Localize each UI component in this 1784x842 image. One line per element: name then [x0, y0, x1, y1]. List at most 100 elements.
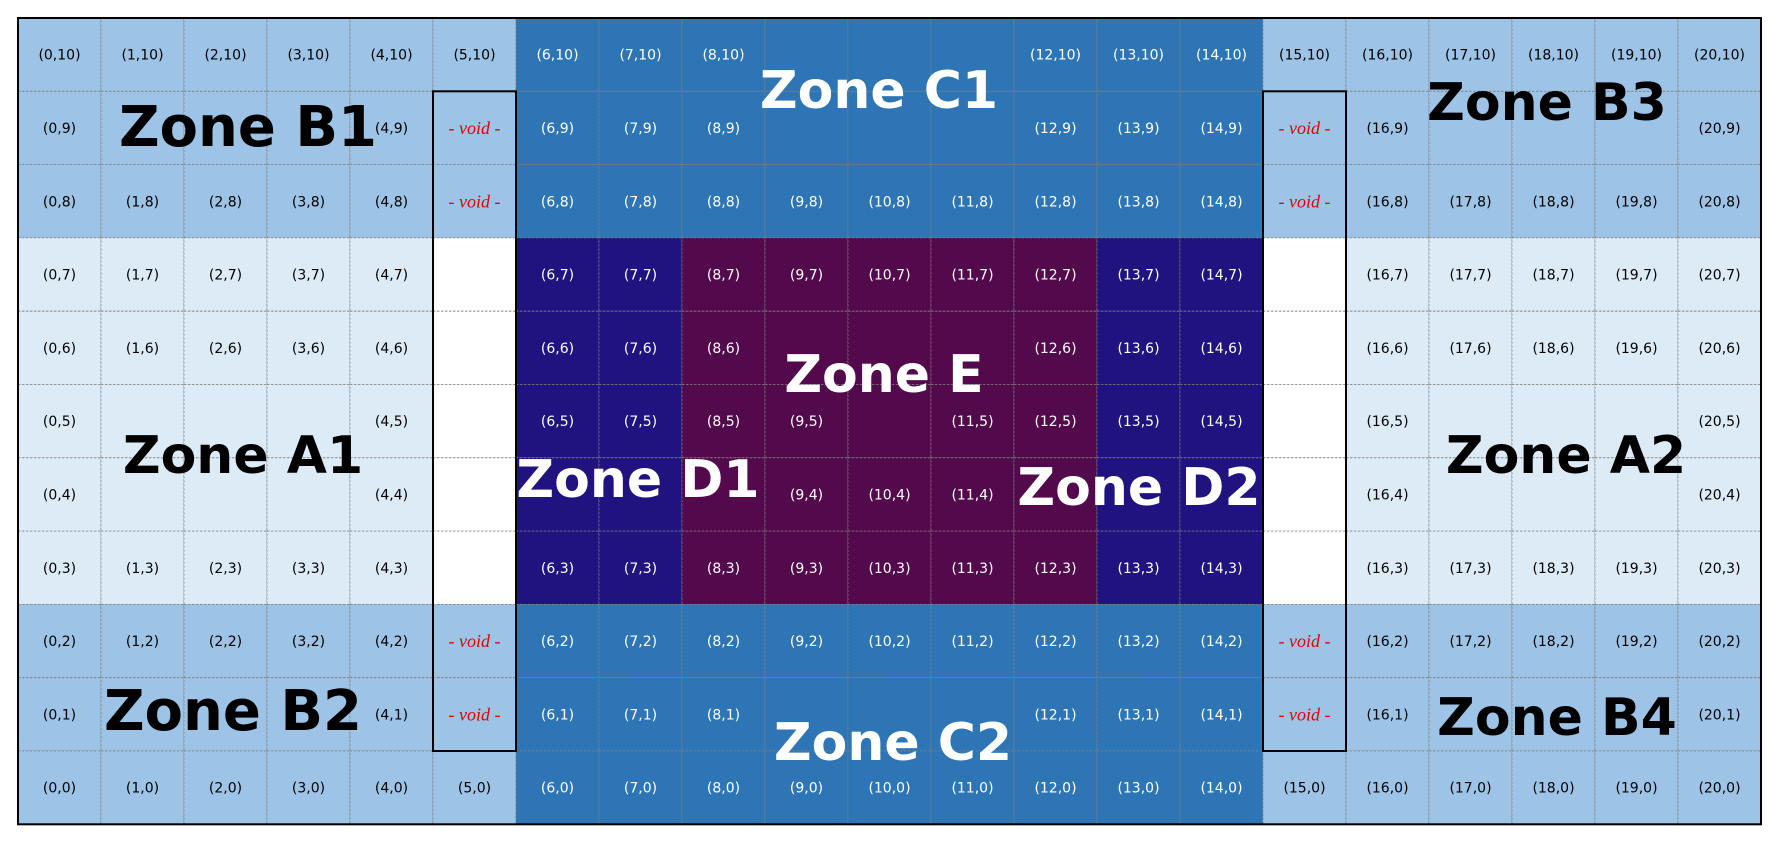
cell-coordinate-label: (20,2)	[1698, 634, 1740, 650]
cell-background	[1179, 237, 1264, 312]
grid-cell	[1428, 677, 1513, 752]
cell-coordinate-label: (1,10)	[121, 48, 163, 64]
cell-background	[1511, 310, 1596, 385]
grid-cell: - void -	[432, 604, 517, 679]
grid-cells: (0,10) (1,10) (2,10) (3,10) (4,10) (5,10) (6,1…	[17, 17, 1762, 825]
cell-coordinate-label: (7,3)	[624, 561, 657, 577]
cell-background	[681, 164, 766, 239]
cell-background	[764, 310, 849, 385]
cell-background	[266, 384, 351, 459]
grid-cell: (12,6)	[1013, 310, 1098, 385]
cell-coordinate-label: (20,8)	[1698, 194, 1740, 210]
cell-coordinate-label: (4,10)	[370, 48, 412, 64]
cell-coordinate-label: (14,8)	[1200, 194, 1242, 210]
cell-background	[1179, 457, 1264, 532]
grid-cell	[847, 90, 932, 166]
cell-background	[1013, 457, 1098, 532]
grid-cell: (18,8)	[1511, 164, 1596, 239]
cell-background	[1428, 750, 1513, 825]
cell-coordinate-label: (6,1)	[541, 707, 574, 723]
cell-background	[1677, 164, 1762, 239]
grid-cell: (18,3)	[1511, 530, 1596, 605]
cell-background	[1511, 164, 1596, 239]
cell-background	[266, 457, 351, 532]
cell-background	[100, 384, 185, 459]
cell-background	[1594, 17, 1679, 92]
grid-cell: (0,9)	[17, 90, 102, 166]
cell-coordinate-label: (12,2)	[1034, 634, 1076, 650]
grid-cell: (1,10)	[100, 17, 185, 92]
grid-cell: (3,0)	[266, 750, 351, 825]
grid-cell	[100, 90, 185, 166]
grid-cell: (13,6)	[1096, 310, 1181, 385]
cell-background	[1345, 457, 1430, 532]
grid-cell	[1594, 457, 1679, 532]
grid-cell: (10,7)	[847, 237, 932, 312]
cell-coordinate-label: (2,2)	[209, 634, 242, 650]
grid-cell: (11,3)	[930, 530, 1015, 605]
grid-cell: (12,8)	[1013, 164, 1098, 239]
grid-cell: - void -	[432, 90, 517, 166]
zone-label-d2: Zone D2	[1017, 458, 1260, 518]
cell-coordinate-label: (13,5)	[1117, 414, 1159, 430]
cell-coordinate-label: (4,2)	[375, 634, 408, 650]
grid-cell: (1,6)	[100, 310, 185, 385]
cell-coordinate-label: (14,2)	[1200, 634, 1242, 650]
cell-background	[764, 750, 849, 825]
cell-coordinate-label: (4,7)	[375, 268, 408, 284]
void-column-border	[432, 90, 517, 753]
cell-background	[598, 604, 683, 679]
cell-background	[1428, 530, 1513, 605]
grid-cell: (10,0)	[847, 750, 932, 825]
cell-coordinate-label: (18,10)	[1528, 48, 1579, 64]
cell-background	[100, 90, 185, 166]
grid-cell: (6,3)	[515, 530, 600, 605]
grid-cell: (20,4)	[1677, 457, 1762, 532]
grid-cell: (16,1)	[1345, 677, 1430, 752]
cell-coordinate-label: (17,3)	[1449, 561, 1491, 577]
cell-background	[183, 750, 268, 825]
cell-background	[432, 384, 517, 459]
cell-coordinate-label: (7,7)	[624, 268, 657, 284]
cell-coordinate-label: (13,9)	[1117, 121, 1159, 137]
grid-cell	[100, 677, 185, 752]
grid-cell: (8,5)	[681, 384, 766, 459]
cell-coordinate-label: (15,10)	[1279, 48, 1330, 64]
grid-cell	[930, 310, 1015, 385]
cell-coordinate-label: (13,2)	[1117, 634, 1159, 650]
cell-background	[1428, 604, 1513, 679]
cell-coordinate-label: (20,3)	[1698, 561, 1740, 577]
grid-cell: (2,6)	[183, 310, 268, 385]
cell-coordinate-label: (13,1)	[1117, 707, 1159, 723]
cell-coordinate-label: (14,10)	[1196, 48, 1247, 64]
grid-cell	[764, 310, 849, 385]
grid-cell: (12,0)	[1013, 750, 1098, 825]
grid-cell: (11,8)	[930, 164, 1015, 239]
grid-cell: (8,0)	[681, 750, 766, 825]
cell-coordinate-label: (6,10)	[536, 48, 578, 64]
cell-coordinate-label: (15,0)	[1283, 781, 1325, 797]
cell-background	[1511, 90, 1596, 166]
grid-cell: (3,3)	[266, 530, 351, 605]
cell-coordinate-label: (0,9)	[43, 121, 76, 137]
grid-cell: (20,3)	[1677, 530, 1762, 605]
cell-background	[17, 677, 102, 752]
cell-coordinate-label: (17,0)	[1449, 781, 1491, 797]
zone-label-b3: Zone B3	[1427, 73, 1667, 133]
cell-coordinate-label: (10,8)	[868, 194, 910, 210]
cell-background	[1677, 750, 1762, 825]
void-label: - void -	[1279, 118, 1331, 138]
cell-coordinate-label: (10,3)	[868, 561, 910, 577]
cell-coordinate-label: (8,0)	[707, 781, 740, 797]
cell-coordinate-label: (7,6)	[624, 341, 657, 357]
zone-label-a1: Zone A1	[123, 426, 363, 486]
cell-background	[1677, 457, 1762, 532]
grid-cell: - void -	[1262, 604, 1347, 679]
cell-background	[266, 17, 351, 92]
grid-cell: (4,8)	[349, 164, 434, 239]
cell-background	[764, 90, 849, 166]
cell-coordinate-label: (12,1)	[1034, 707, 1076, 723]
grid-cell: (4,2)	[349, 604, 434, 679]
cell-coordinate-label: (17,8)	[1449, 194, 1491, 210]
cell-background	[100, 310, 185, 385]
